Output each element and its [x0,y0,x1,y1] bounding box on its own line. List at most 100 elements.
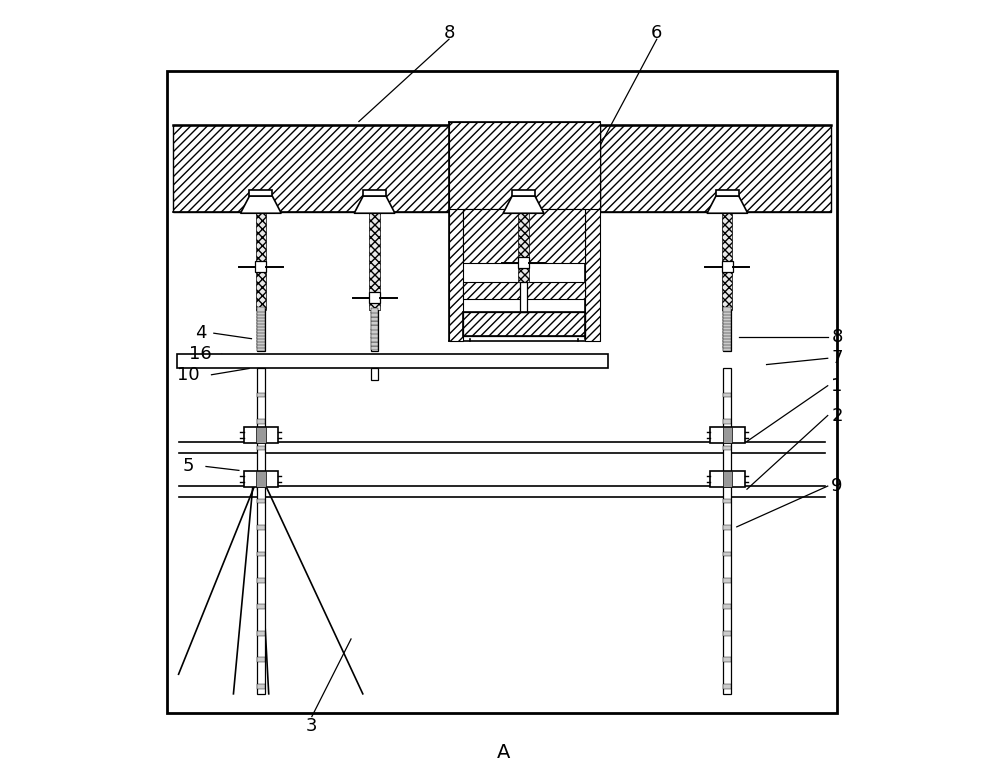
Bar [257,445,265,450]
Bar [363,190,386,196]
Bar [257,310,265,351]
Bar [722,261,733,272]
Bar [371,346,378,350]
Polygon shape [707,196,748,213]
Text: 3: 3 [306,717,318,735]
Bar [371,368,378,380]
Bar [371,329,378,334]
Text: 5: 5 [182,458,194,475]
Bar [257,472,265,477]
Bar [518,257,529,268]
Text: 16: 16 [189,346,212,363]
Bar [256,213,266,310]
Bar [723,578,731,583]
Bar [371,337,378,342]
Text: 6: 6 [651,24,662,42]
Bar [257,319,265,324]
Bar [371,317,378,321]
Bar [723,328,731,333]
Bar [257,310,265,315]
Bar [723,393,731,397]
Bar [257,393,265,397]
Text: 8: 8 [443,24,455,42]
Polygon shape [240,196,281,213]
Bar [710,427,745,443]
Bar [723,427,732,443]
Text: 7: 7 [831,350,843,367]
Bar [723,310,731,315]
Bar [371,342,378,347]
Bar [463,282,585,299]
Bar [723,310,731,351]
Bar [257,525,265,530]
Bar [369,292,380,303]
Bar [371,321,378,325]
Bar [723,445,731,450]
Bar [723,525,731,530]
Text: A: A [497,743,511,762]
Bar [723,419,731,424]
Bar [257,552,265,557]
Bar [710,471,745,487]
Bar [257,657,265,662]
Bar [723,368,731,694]
Bar [257,684,265,688]
Bar [723,325,731,330]
Bar [257,334,265,339]
Bar [723,316,731,321]
Bar [177,354,608,368]
Bar [722,213,732,310]
Bar [255,261,266,272]
Bar [449,122,463,341]
Bar [257,328,265,333]
Bar [723,684,731,688]
Bar [723,307,731,312]
Bar [723,499,731,503]
Bar [257,307,265,312]
Polygon shape [354,196,395,213]
Bar [723,631,731,636]
Text: 2: 2 [831,407,843,424]
Text: 10: 10 [177,366,199,383]
Bar [463,312,585,336]
Text: 4: 4 [195,325,206,342]
Bar [723,471,732,487]
Bar [257,604,265,609]
Bar [723,657,731,662]
Bar [257,499,265,503]
Bar [257,343,265,347]
Text: 8: 8 [831,328,843,346]
Bar [463,209,585,263]
Bar [723,343,731,347]
Bar [723,334,731,339]
Bar [257,578,265,583]
Bar [512,190,535,196]
Bar [371,325,378,329]
Bar [716,190,739,196]
Bar [257,631,265,636]
Bar [600,125,831,212]
Bar [723,604,731,609]
Bar [257,325,265,330]
Bar [257,346,265,350]
Text: 1: 1 [831,377,843,394]
Bar [723,552,731,557]
Bar [463,312,585,336]
Bar [257,314,265,318]
Bar [723,346,731,350]
Bar [723,331,731,336]
Bar [449,122,600,209]
Bar [249,190,272,196]
Bar [371,313,378,318]
Bar [257,331,265,336]
Text: 9: 9 [831,477,843,495]
Bar [256,471,266,487]
Bar [371,333,378,338]
Bar [257,316,265,321]
Bar [518,213,529,282]
Bar [167,71,837,713]
Bar [257,419,265,424]
Bar [257,340,265,345]
Bar [723,322,731,327]
Bar [257,337,265,342]
